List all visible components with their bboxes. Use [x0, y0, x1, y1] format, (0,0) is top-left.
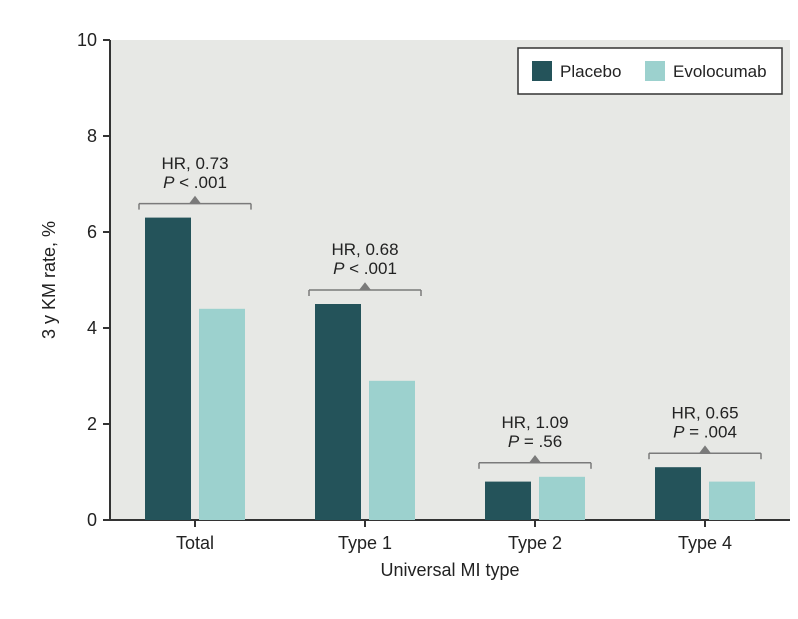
anno-hr-label: HR, 0.68 — [331, 240, 398, 259]
anno-hr-label: HR, 0.65 — [671, 403, 738, 422]
x-tick-label: Type 1 — [338, 533, 392, 553]
anno-hr-label: HR, 1.09 — [501, 413, 568, 432]
anno-p-label: P < .001 — [163, 173, 227, 192]
bar-type-4-placebo — [655, 467, 701, 520]
bar-total-evolocumab — [199, 309, 245, 520]
bar-type-2-evolocumab — [539, 477, 585, 520]
anno-p-label: P = .56 — [508, 432, 562, 451]
bar-type-1-evolocumab — [369, 381, 415, 520]
anno-hr-label: HR, 0.73 — [161, 154, 228, 173]
bar-type-2-placebo — [485, 482, 531, 520]
x-tick-label: Type 2 — [508, 533, 562, 553]
bar-type-1-placebo — [315, 304, 361, 520]
y-tick-label: 4 — [87, 318, 97, 338]
bar-chart-svg: 02468103 y KM rate, %TotalHR, 0.73P < .0… — [20, 10, 798, 619]
legend-swatch-evolocumab — [645, 61, 665, 81]
x-tick-label: Total — [176, 533, 214, 553]
y-tick-label: 0 — [87, 510, 97, 530]
x-tick-label: Type 4 — [678, 533, 732, 553]
legend-label-placebo: Placebo — [560, 62, 621, 81]
y-axis-label: 3 y KM rate, % — [39, 221, 59, 339]
anno-p-label: P = .004 — [673, 422, 737, 441]
y-tick-label: 6 — [87, 222, 97, 242]
bar-type-4-evolocumab — [709, 482, 755, 520]
x-axis-label: Universal MI type — [380, 560, 519, 580]
y-tick-label: 2 — [87, 414, 97, 434]
y-tick-label: 10 — [77, 30, 97, 50]
legend-swatch-placebo — [532, 61, 552, 81]
chart-container: 02468103 y KM rate, %TotalHR, 0.73P < .0… — [0, 0, 798, 609]
legend-label-evolocumab: Evolocumab — [673, 62, 767, 81]
bar-total-placebo — [145, 218, 191, 520]
y-tick-label: 8 — [87, 126, 97, 146]
anno-p-label: P < .001 — [333, 259, 397, 278]
